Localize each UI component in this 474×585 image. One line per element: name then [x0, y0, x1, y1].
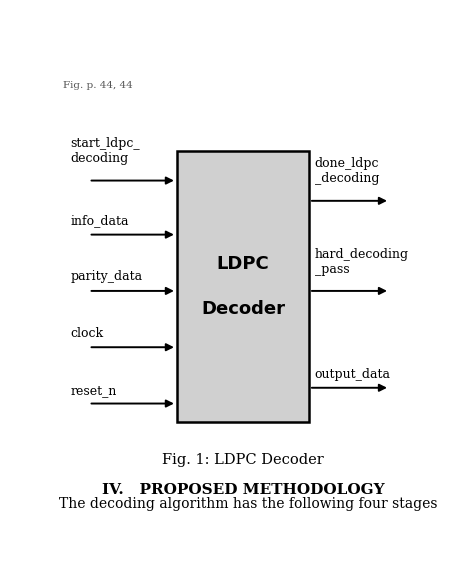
- Text: hard_decoding
_pass: hard_decoding _pass: [315, 248, 409, 276]
- Bar: [177, 152, 309, 422]
- Text: Fig. p. 44, 44: Fig. p. 44, 44: [63, 81, 133, 90]
- Text: parity_data: parity_data: [70, 270, 142, 283]
- Text: IV.   PROPOSED METHODOLOGY: IV. PROPOSED METHODOLOGY: [101, 483, 384, 497]
- Text: done_ldpc
_decoding: done_ldpc _decoding: [315, 157, 379, 185]
- Text: Decoder: Decoder: [201, 300, 285, 318]
- Text: The decoding algorithm has the following four stages: The decoding algorithm has the following…: [59, 497, 438, 511]
- Text: LDPC: LDPC: [217, 255, 269, 273]
- Text: start_ldpc_
decoding: start_ldpc_ decoding: [70, 137, 140, 165]
- Text: output_data: output_data: [315, 368, 391, 381]
- Text: clock: clock: [70, 328, 103, 340]
- Text: Fig. 1: LDPC Decoder: Fig. 1: LDPC Decoder: [162, 453, 324, 467]
- Text: reset_n: reset_n: [70, 384, 117, 397]
- Text: info_data: info_data: [70, 214, 129, 227]
